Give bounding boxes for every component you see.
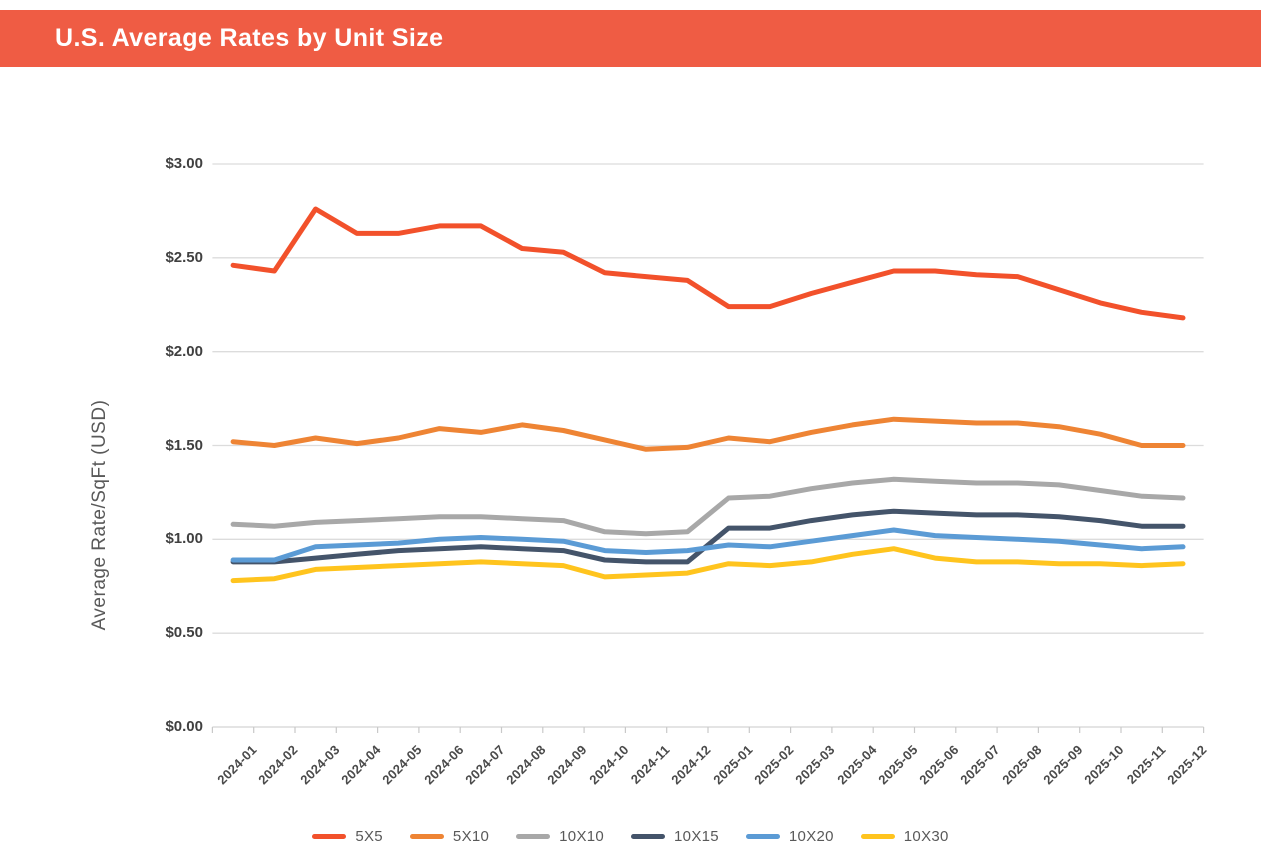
legend-label: 10X30 [903, 827, 949, 845]
header-bar: U.S. Average Rates by Unit Size [0, 10, 1261, 67]
legend-item-10X10: 10X10 [516, 828, 604, 845]
legend-label: 10X10 [559, 827, 605, 845]
legend-item-10X15: 10X15 [631, 828, 719, 845]
plot-canvas [211, 163, 1205, 733]
y-axis-title: Average Rate/SqFt (USD) [89, 399, 110, 631]
legend-swatch-icon [409, 833, 444, 839]
series-line-10X20 [230, 527, 1186, 563]
legend-label: 5X10 [452, 827, 490, 845]
legend-swatch-icon [631, 833, 666, 839]
legend-swatch-icon [312, 833, 347, 839]
legend-item-5X5: 5X5 [312, 828, 383, 845]
y-tick-label: $3.00 [165, 155, 203, 172]
legend-swatch-icon [745, 833, 780, 839]
page-title: U.S. Average Rates by Unit Size [55, 24, 444, 52]
legend-item-5X10: 5X10 [409, 827, 490, 845]
y-tick-label: $0.00 [165, 718, 203, 735]
legend-item-10X30: 10X30 [860, 827, 949, 845]
y-tick-label: $1.00 [165, 530, 203, 548]
chart-area: Average Rate/SqFt (USD) $0.00 $0.50 $1.00 $… [0, 68, 1261, 862]
series-line-10X10 [230, 476, 1186, 537]
legend-label: 10X15 [674, 827, 719, 845]
chart-legend: 5X5 5X10 10X10 10X15 10X20 10X30 [0, 822, 1261, 850]
legend-label: 10X20 [788, 827, 834, 845]
series-line-5X10 [230, 416, 1186, 452]
legend-swatch-icon [516, 833, 551, 839]
y-tick-label: $0.50 [165, 624, 203, 642]
legend-swatch-icon [860, 833, 895, 839]
legend-label: 5X5 [355, 827, 383, 845]
y-tick-label: $1.50 [165, 436, 203, 454]
series-line-10X15 [230, 508, 1186, 565]
legend-item-10X20: 10X20 [745, 827, 834, 845]
y-tick-label: $2.50 [165, 248, 203, 266]
y-tick-label: $2.00 [165, 342, 203, 360]
series-line-10X30 [230, 546, 1186, 584]
series-line-5X5 [230, 206, 1186, 321]
